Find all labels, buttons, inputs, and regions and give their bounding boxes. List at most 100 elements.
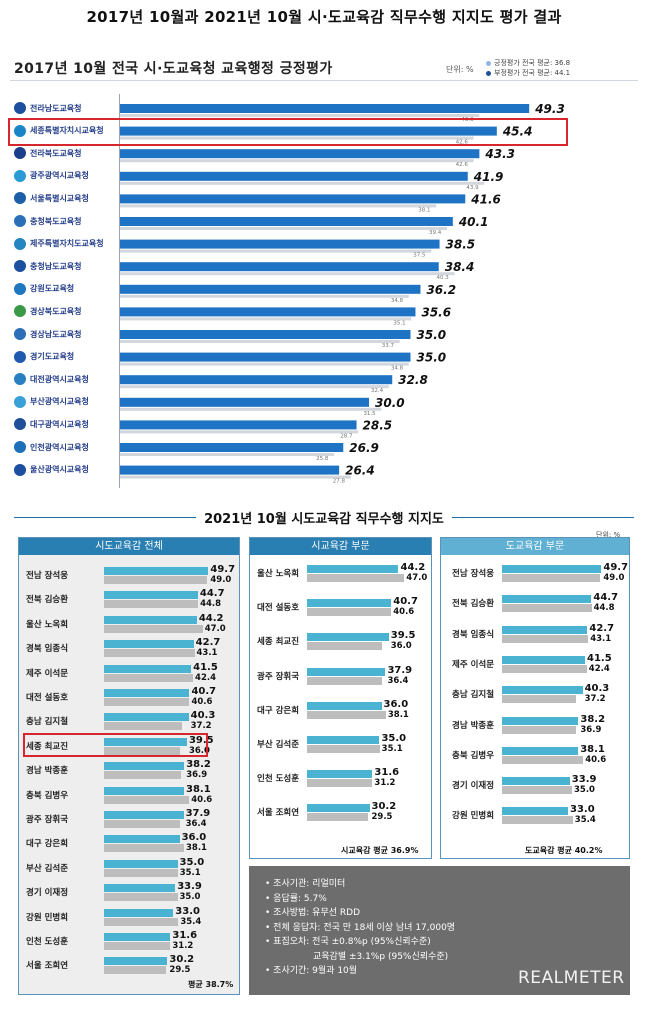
emblem-icon	[14, 350, 26, 363]
bar-2021-previous	[104, 893, 178, 902]
value-label-previous: 38.1	[186, 843, 207, 854]
value-label-current: 30.2	[371, 801, 397, 813]
bar-2021-previous	[104, 698, 190, 706]
value-label-previous: 29.5	[169, 965, 191, 976]
value-label-current: 39.5	[390, 630, 416, 642]
value-label-previous: 35.0	[179, 892, 201, 903]
bar-2017-negative	[120, 362, 409, 366]
value-label-previous: 35.4	[180, 916, 202, 927]
value-label-current: 42.7	[589, 622, 615, 634]
category-logo-2017: 경기도교육청	[14, 349, 74, 365]
value-label-current: 40.3	[190, 710, 216, 722]
bar-2021-current	[502, 777, 570, 786]
bar-2017-negative	[120, 317, 412, 321]
value-label-2017-negative: 40.3	[436, 275, 449, 281]
category-logo-2017: 대구광역시교육청	[14, 416, 89, 432]
chart-2021-highlight-box	[23, 733, 208, 757]
value-label-2017-positive: 30.0	[375, 396, 405, 410]
value-label-current: 30.2	[169, 954, 195, 966]
bar-2017-positive	[120, 443, 344, 452]
chart-2017-axis	[119, 94, 120, 488]
bar-2021-current	[104, 933, 171, 941]
bar-2021-current	[307, 599, 392, 608]
emblem-icon	[14, 418, 26, 431]
value-label-2017-positive: 35.0	[417, 328, 447, 342]
category-label-2021: 대구 강은희	[26, 839, 69, 850]
bar-2021-current	[104, 591, 198, 600]
value-label-2017-positive: 43.3	[484, 147, 515, 161]
bar-2021-previous	[104, 942, 170, 950]
value-label-previous: 31.2	[374, 778, 396, 789]
panel-province: 도교육감 부문	[440, 537, 630, 859]
bar-2021-current	[502, 746, 579, 755]
value-label-2017-positive: 49.3	[534, 102, 565, 116]
category-logo-2017: 경상남도교육청	[14, 326, 82, 342]
value-label-current: 36.0	[181, 832, 207, 844]
value-label-previous: 40.6	[191, 794, 213, 805]
value-label-current: 37.9	[387, 664, 413, 676]
bar-2021-previous	[502, 786, 572, 795]
value-label-previous: 36.4	[387, 675, 409, 686]
value-label-2017-negative: 33.7	[382, 343, 395, 349]
bar-2021-previous	[502, 695, 577, 704]
category-label-2021: 경남 박종훈	[452, 720, 495, 731]
bar-2021-previous	[307, 813, 369, 822]
value-label-current: 31.6	[374, 767, 400, 779]
survey-info-line: • 조사기관: 리얼미터	[265, 879, 346, 889]
value-label-2017-negative: 38.1	[418, 207, 430, 213]
category-label-2021: 전남 장석웅	[26, 571, 69, 581]
category-label-2017: 광주광역시교육청	[30, 171, 89, 181]
category-label-2017: 경기도교육청	[30, 352, 75, 362]
bar-2017-negative	[120, 204, 437, 208]
bar-2017-positive	[120, 420, 357, 430]
bar-2021-current	[104, 957, 168, 966]
value-label-current: 31.6	[172, 930, 198, 941]
value-label-current: 41.5	[193, 661, 218, 673]
survey-info-line: • 전체 응답자: 전국 만 18세 이상 남녀 17,000명	[265, 922, 456, 933]
bar-2021-current	[307, 770, 373, 779]
bar-2021-current	[307, 736, 380, 744]
bar-2017-positive	[120, 171, 468, 181]
bar-2017-positive	[120, 375, 393, 385]
value-label-2017-positive: 45.4	[502, 125, 533, 139]
bar-2021-current	[104, 908, 174, 917]
value-label-current: 38.2	[186, 759, 211, 771]
panel-province-header: 도교육감 부문	[441, 538, 629, 555]
category-label-2021: 충북 김병우	[452, 750, 495, 761]
value-label-previous: 43.1	[196, 648, 218, 659]
value-label-current: 44.2	[400, 562, 426, 573]
category-label-2017: 인천광역시교육청	[30, 442, 89, 452]
value-label-previous: 49.0	[210, 575, 232, 585]
legend-positive: 긍정평가 전국 평균: 36.8	[494, 59, 571, 67]
emblem-icon	[14, 169, 26, 182]
value-label-previous: 40.6	[191, 697, 213, 707]
panel-all-header: 시도교육감 전체	[19, 538, 239, 555]
category-label-2021: 경남 박종훈	[26, 766, 69, 777]
bar-2021-previous	[104, 722, 183, 731]
chart-2017-plot: 49.3 43.3 45.4 42.6 43.3 42.6 41.943.941.6 38.1…	[120, 102, 565, 485]
category-logo-2017: 충청남도교육청	[14, 258, 82, 274]
bar-2021-previous	[502, 574, 600, 582]
chart-2021-unit: 단위: %	[596, 531, 621, 539]
value-label-current: 33.0	[175, 905, 200, 917]
value-label-previous: 44.8	[593, 603, 615, 614]
panel-average-label: 시교육감 평균 36.9%	[341, 846, 419, 855]
category-label-2021: 전남 장석웅	[452, 569, 495, 579]
emblem-icon	[14, 192, 26, 205]
value-label-previous: 37.2	[190, 721, 212, 732]
category-logo-2017: 광주광역시교육청	[14, 168, 89, 184]
bar-2017-positive	[120, 397, 369, 407]
value-label-previous: 35.4	[574, 815, 596, 826]
bar-2017-negative	[120, 385, 389, 389]
bar-2021-previous	[104, 966, 166, 975]
category-logo-2017: 제주특별자치도교육청	[14, 236, 104, 252]
category-logo-2017: 전라남도교육청	[14, 100, 82, 116]
category-logo-2017: 전라북도교육청	[14, 145, 82, 161]
value-label-2017-negative: 25.8	[316, 456, 329, 462]
bar-2017-positive	[120, 126, 497, 136]
value-label-current: 33.0	[570, 804, 595, 816]
value-label-2017-negative: 34.8	[391, 366, 404, 372]
value-label-current: 42.7	[195, 637, 221, 649]
category-label-2021: 대구 강은희	[257, 705, 300, 716]
value-label-2017-positive: 41.9	[473, 170, 504, 184]
